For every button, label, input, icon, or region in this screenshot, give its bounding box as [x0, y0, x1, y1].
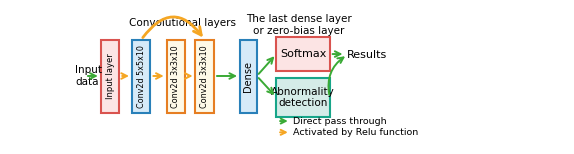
FancyBboxPatch shape	[195, 40, 214, 113]
FancyBboxPatch shape	[240, 40, 257, 113]
FancyBboxPatch shape	[277, 78, 329, 117]
Text: Dense: Dense	[243, 61, 253, 92]
Text: Convolutional layers: Convolutional layers	[129, 18, 235, 28]
Text: Abnormality
detection: Abnormality detection	[271, 87, 335, 108]
Text: The last dense layer
or zero-bias layer: The last dense layer or zero-bias layer	[246, 14, 351, 36]
Text: Softmax: Softmax	[280, 49, 326, 59]
FancyBboxPatch shape	[100, 40, 119, 113]
FancyBboxPatch shape	[132, 40, 150, 113]
Text: Input layer: Input layer	[106, 54, 114, 99]
Text: Activated by Relu function: Activated by Relu function	[293, 128, 418, 137]
Text: Direct pass through: Direct pass through	[293, 117, 387, 126]
Text: Conv2d 3x3x10: Conv2d 3x3x10	[200, 45, 210, 108]
Text: Conv2d 5x5x10: Conv2d 5x5x10	[137, 45, 146, 108]
FancyBboxPatch shape	[166, 40, 185, 113]
Text: Input
data: Input data	[75, 65, 102, 87]
Text: Conv2d 3x3x10: Conv2d 3x3x10	[172, 45, 180, 108]
FancyBboxPatch shape	[277, 37, 329, 71]
Text: Results: Results	[347, 50, 387, 60]
